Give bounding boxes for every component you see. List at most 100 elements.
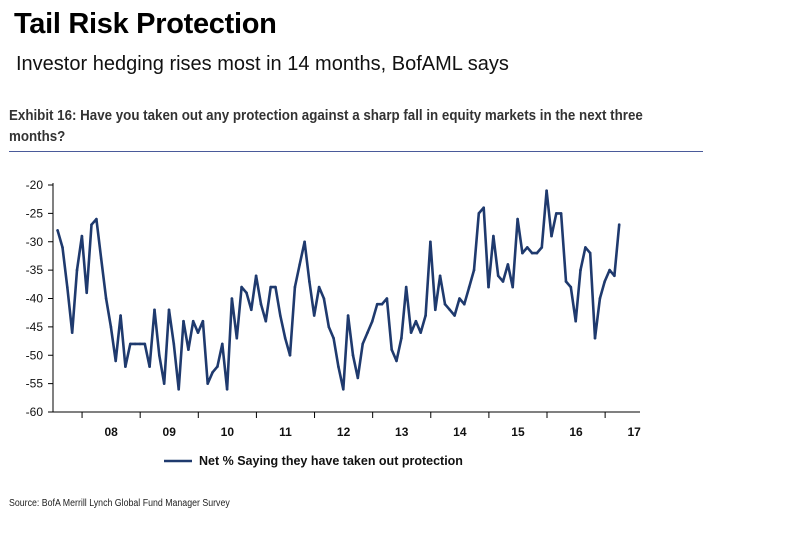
- data-point: [501, 280, 505, 283]
- data-point: [191, 319, 195, 323]
- data-point: [119, 314, 122, 317]
- legend: Net % Saying they have taken out protect…: [164, 454, 463, 468]
- data-point: [584, 246, 587, 249]
- exhibit-title: Exhibit 16: Have you taken out any prote…: [9, 108, 643, 145]
- data-point: [95, 217, 98, 221]
- data-point: [487, 285, 490, 289]
- data-point: [385, 297, 389, 300]
- data-point: [342, 388, 345, 391]
- data-point: [569, 285, 573, 289]
- data-point: [124, 365, 127, 368]
- data-point: [153, 308, 156, 312]
- data-point: [414, 319, 418, 323]
- y-tick-label: -60: [26, 405, 44, 419]
- y-tick-label: -45: [26, 320, 44, 334]
- data-point: [540, 246, 544, 249]
- data-point: [453, 314, 456, 317]
- data-point: [429, 240, 432, 244]
- data-point: [438, 274, 442, 278]
- y-tick-label: -50: [26, 348, 44, 362]
- data-point: [477, 212, 481, 215]
- data-point: [521, 251, 524, 255]
- data-point: [332, 336, 335, 340]
- y-tick-label: -25: [26, 206, 44, 220]
- data-point: [254, 274, 258, 278]
- data-point: [90, 223, 93, 226]
- data-point: [303, 240, 306, 244]
- x-tick-label: 16: [569, 425, 583, 439]
- data-point: [467, 285, 471, 289]
- data-point: [230, 297, 234, 300]
- series-group: [56, 189, 621, 391]
- data-point: [216, 365, 219, 368]
- data-point: [187, 348, 190, 351]
- subheadline: Investor hedging rises most in 14 months…: [16, 53, 509, 75]
- data-point: [603, 280, 606, 283]
- data-point: [434, 308, 437, 312]
- data-point: [182, 319, 185, 323]
- data-point: [356, 376, 360, 380]
- data-point: [196, 331, 200, 334]
- data-point: [109, 325, 113, 329]
- y-tick-label: -35: [26, 263, 44, 277]
- data-point: [511, 285, 514, 289]
- data-point: [308, 280, 311, 283]
- data-point: [419, 331, 423, 334]
- data-point: [61, 246, 64, 249]
- data-point: [463, 302, 466, 306]
- data-point: [114, 359, 117, 363]
- x-tick-label: 15: [511, 425, 525, 439]
- y-tick-label: -20: [26, 178, 44, 192]
- data-point: [143, 342, 147, 346]
- data-point: [492, 234, 495, 238]
- data-point: [617, 223, 621, 226]
- series-line: [56, 189, 621, 391]
- data-point: [555, 212, 558, 215]
- data-point: [133, 342, 137, 346]
- data-point: [371, 319, 374, 323]
- x-tick-label: 11: [279, 425, 292, 439]
- data-point: [337, 365, 340, 368]
- data-point: [496, 274, 500, 278]
- data-point: [375, 302, 379, 306]
- data-point: [506, 263, 510, 266]
- data-point: [380, 302, 384, 306]
- y-tick-label: -40: [26, 292, 44, 306]
- data-point: [516, 217, 519, 221]
- data-point: [526, 246, 529, 249]
- data-point: [346, 314, 350, 317]
- data-point: [75, 268, 79, 272]
- data-point: [550, 234, 553, 238]
- data-point: [404, 285, 408, 289]
- data-point: [424, 314, 427, 317]
- data-point: [167, 308, 171, 312]
- data-point: [274, 285, 277, 289]
- data-point: [395, 359, 398, 363]
- source-note: Source: BofA Merrill Lynch Global Fund M…: [9, 498, 230, 509]
- data-point: [56, 229, 59, 232]
- data-point: [158, 354, 161, 357]
- data-point: [366, 331, 369, 334]
- data-point: [283, 336, 287, 340]
- data-point: [221, 342, 224, 346]
- line-chart: -20 -25 -30 -35 -40 -45 -50 -55 -60 08 09 10 11 12 13…: [26, 178, 642, 468]
- data-point: [288, 354, 292, 357]
- data-point: [598, 297, 602, 300]
- y-tick-label: -30: [26, 235, 44, 249]
- data-point: [85, 291, 88, 295]
- data-point: [225, 388, 229, 391]
- data-point: [172, 342, 176, 346]
- data-point: [211, 371, 214, 374]
- y-tick-label: -55: [26, 377, 44, 391]
- data-point: [259, 302, 263, 306]
- data-point: [80, 234, 84, 238]
- x-tick-label: 09: [163, 425, 177, 439]
- data-point: [104, 297, 108, 300]
- data-point: [279, 314, 282, 317]
- data-point: [409, 331, 413, 334]
- data-point: [564, 280, 568, 283]
- data-point: [545, 189, 548, 192]
- data-point: [390, 348, 394, 351]
- exhibit-divider: [9, 151, 703, 152]
- data-point: [66, 285, 69, 289]
